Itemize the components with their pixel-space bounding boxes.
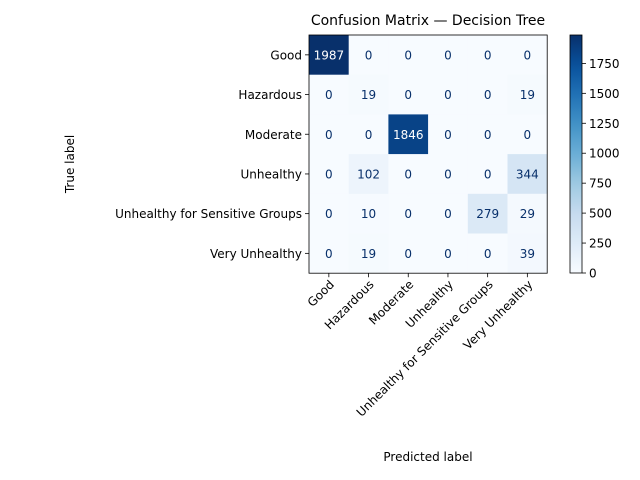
colorbar-tick-label: 250 bbox=[589, 237, 612, 251]
heatmap-cell bbox=[309, 35, 349, 75]
colorbar-tick-label: 750 bbox=[589, 177, 612, 191]
heatmap-cell bbox=[428, 74, 469, 115]
cell-value-label: 0 bbox=[404, 207, 412, 221]
cell-value-label: 0 bbox=[365, 48, 373, 62]
cell-value-label: 0 bbox=[484, 247, 492, 261]
cell-value-label: 0 bbox=[524, 48, 532, 62]
x-tick-label: Good bbox=[305, 277, 337, 309]
cell-value-label: 0 bbox=[484, 88, 492, 102]
x-axis-label: Predicted label bbox=[383, 450, 472, 464]
colorbar: 0 250 500 750 1000 1250 1500 1750 bbox=[569, 34, 620, 281]
cell-value-label: 0 bbox=[444, 207, 452, 221]
heatmap-cell bbox=[467, 35, 508, 75]
cell-value-label: 0 bbox=[404, 167, 412, 181]
heatmap-cell bbox=[388, 233, 429, 274]
cell-value-label: 0 bbox=[365, 128, 373, 142]
heatmap-cell bbox=[428, 193, 469, 234]
cell-value-label: 0 bbox=[404, 48, 412, 62]
heatmap-cell bbox=[309, 154, 349, 195]
y-tick-label: Very Unhealthy bbox=[210, 247, 302, 261]
heatmap-cell bbox=[388, 35, 429, 75]
cell-value-label: 0 bbox=[484, 167, 492, 181]
heatmap-cell bbox=[507, 233, 548, 274]
heatmap-cell bbox=[348, 114, 389, 155]
cell-value-label: 0 bbox=[404, 88, 412, 102]
heatmap-cell bbox=[388, 154, 429, 195]
cell-value-label: 0 bbox=[484, 128, 492, 142]
cell-value-label: 0 bbox=[325, 167, 333, 181]
heatmap-cell bbox=[388, 74, 429, 115]
heatmap-cell bbox=[309, 74, 349, 115]
heatmap-cell bbox=[309, 233, 349, 274]
cell-value-label: 279 bbox=[476, 207, 499, 221]
cell-value-label: 19 bbox=[520, 88, 535, 102]
colorbar-tick-label: 1750 bbox=[589, 57, 620, 71]
cell-value-label: 0 bbox=[524, 128, 532, 142]
cell-value-label: 0 bbox=[484, 48, 492, 62]
cell-value-label: 1987 bbox=[314, 48, 345, 62]
colorbar-tick-label: 0 bbox=[589, 267, 597, 281]
heatmap-cell bbox=[467, 233, 508, 274]
heatmap-cell bbox=[507, 114, 548, 155]
heatmap-cell bbox=[507, 74, 548, 115]
y-tick-label: Unhealthy for Sensitive Groups bbox=[115, 207, 302, 221]
cell-value-label: 10 bbox=[361, 207, 376, 221]
cell-value-label: 0 bbox=[444, 88, 452, 102]
x-tick-label: Very Unhealthy bbox=[461, 277, 536, 352]
y-tick-label: Hazardous bbox=[238, 88, 302, 102]
heatmap-cell bbox=[467, 154, 508, 195]
cell-value-label: 0 bbox=[325, 207, 333, 221]
heatmap-cell bbox=[507, 193, 548, 234]
cell-value-label: 0 bbox=[325, 88, 333, 102]
heatmap-cell bbox=[428, 35, 469, 75]
heatmap-cell bbox=[388, 114, 429, 155]
colorbar-tick-label: 500 bbox=[589, 207, 612, 221]
cell-value-label: 19 bbox=[361, 247, 376, 261]
cell-value-label: 0 bbox=[404, 247, 412, 261]
heatmap-cell bbox=[309, 193, 349, 234]
heatmap-frame bbox=[308, 34, 548, 274]
heatmap-cell bbox=[507, 35, 548, 75]
y-tick-labels: Good Hazardous Moderate Unhealthy Unhealthy … bbox=[115, 48, 309, 261]
heatmap-cell bbox=[428, 154, 469, 195]
y-tick-label: Unhealthy bbox=[241, 167, 302, 181]
colorbar-tick-label: 1500 bbox=[589, 87, 620, 101]
cell-value-label: 29 bbox=[520, 207, 535, 221]
y-tick-label: Good bbox=[270, 48, 302, 62]
heatmap-cell bbox=[348, 193, 389, 234]
colorbar-gradient bbox=[569, 34, 583, 274]
heatmap-cell bbox=[507, 154, 548, 195]
y-tick-label: Moderate bbox=[245, 128, 302, 142]
cell-value-label: 1846 bbox=[393, 128, 424, 142]
y-axis-label: True label bbox=[63, 135, 77, 194]
heatmap-cell bbox=[428, 233, 469, 274]
cell-value-labels: 1987 0 0 0 0 0 0 19 0 0 0 19 0 0 1846 0 0 0 0 102 0 0 0 344 0 10 0… bbox=[314, 48, 539, 261]
heatmap-cell bbox=[348, 233, 389, 274]
chart-title: Confusion Matrix — Decision Tree bbox=[311, 13, 545, 29]
cell-value-label: 0 bbox=[325, 247, 333, 261]
heatmap-cell bbox=[348, 74, 389, 115]
cell-value-label: 39 bbox=[520, 247, 535, 261]
heatmap-cell bbox=[388, 193, 429, 234]
heatmap-cell bbox=[348, 154, 389, 195]
cell-value-label: 19 bbox=[361, 88, 376, 102]
heatmap-cells bbox=[308, 34, 548, 274]
cell-value-label: 0 bbox=[444, 128, 452, 142]
cell-value-label: 0 bbox=[444, 247, 452, 261]
cell-value-label: 0 bbox=[444, 48, 452, 62]
x-tick-labels: GoodHazardousModerateUnhealthyUnhealthy … bbox=[305, 273, 536, 419]
heatmap-cell bbox=[309, 114, 349, 155]
colorbar-tick-label: 1000 bbox=[589, 147, 620, 161]
heatmap-cell bbox=[467, 193, 508, 234]
heatmap-cell bbox=[467, 114, 508, 155]
cell-value-label: 0 bbox=[444, 167, 452, 181]
heatmap-cell bbox=[428, 114, 469, 155]
colorbar-tick-label: 1250 bbox=[589, 117, 620, 131]
heatmap-cell bbox=[467, 74, 508, 115]
cell-value-label: 0 bbox=[325, 128, 333, 142]
cell-value-label: 344 bbox=[516, 167, 539, 181]
cell-value-label: 102 bbox=[357, 167, 380, 181]
heatmap-cell bbox=[348, 35, 389, 75]
